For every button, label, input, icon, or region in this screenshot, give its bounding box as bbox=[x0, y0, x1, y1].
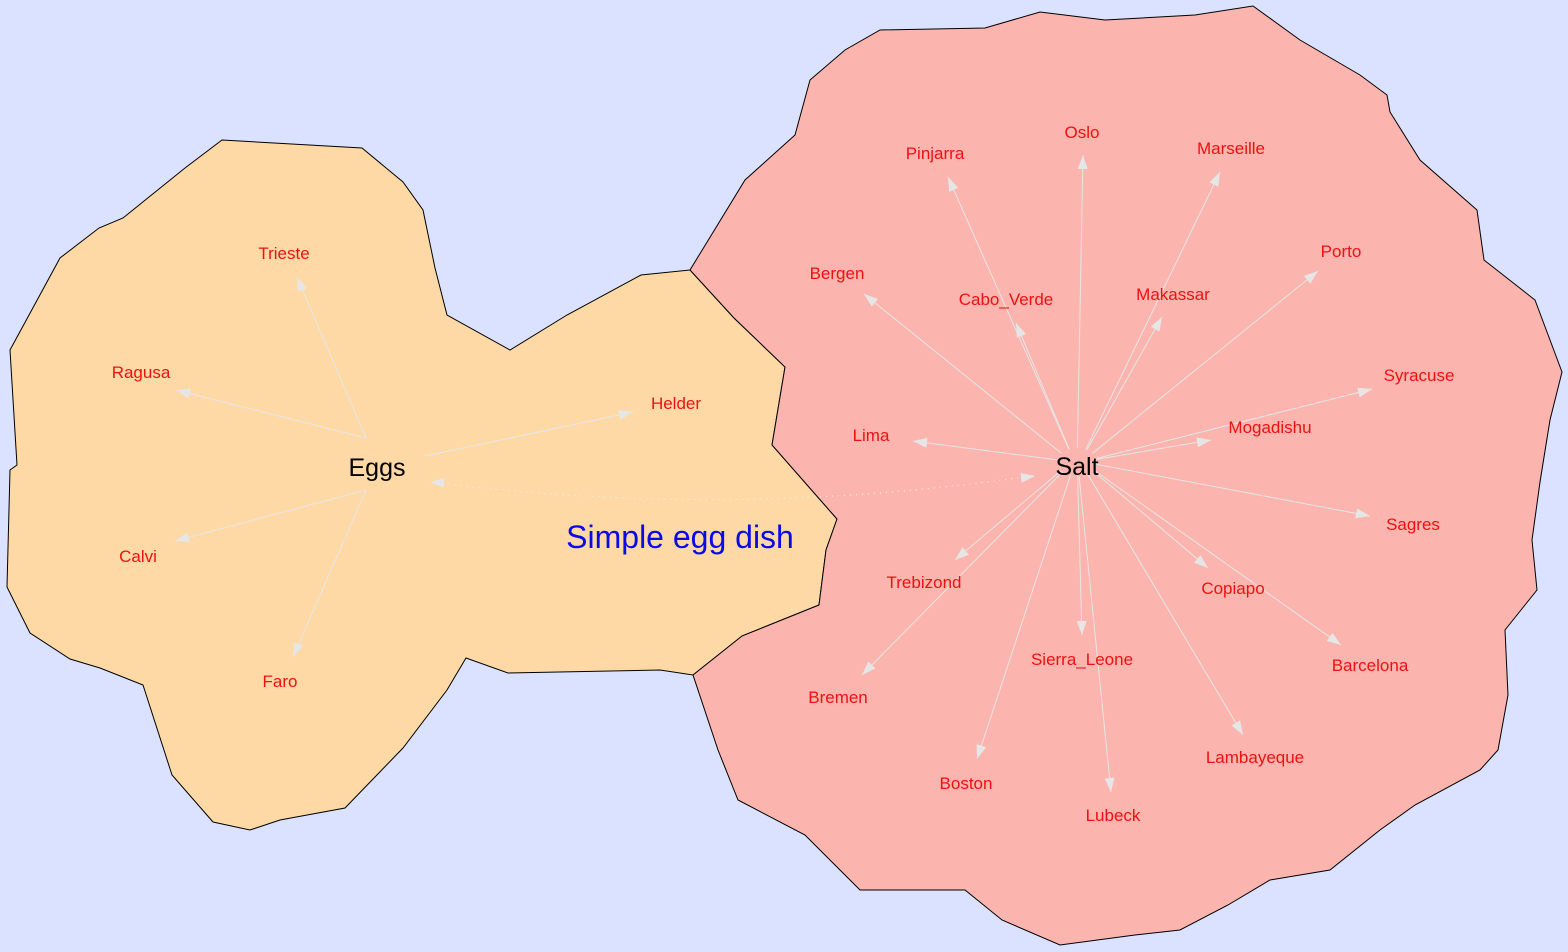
edge-salt-copiapo bbox=[1092, 470, 1209, 569]
edge-salt-barcelona bbox=[1093, 469, 1342, 646]
node-label-bremen: Bremen bbox=[808, 688, 868, 707]
edge-salt-syracuse bbox=[1096, 388, 1373, 459]
node-label-trieste: Trieste bbox=[258, 244, 309, 263]
arrowhead-barcelona bbox=[1326, 632, 1341, 645]
arrowhead-boston bbox=[976, 744, 987, 759]
arrowhead-pinjarra bbox=[948, 177, 959, 192]
node-label-barcelona: Barcelona bbox=[1332, 656, 1409, 675]
cross-arrow-salt bbox=[1020, 472, 1035, 483]
node-label-marseille: Marseille bbox=[1197, 139, 1265, 158]
node-label-trebizond: Trebizond bbox=[887, 573, 962, 592]
edge-salt-bremen bbox=[861, 471, 1064, 676]
arrowhead-oslo bbox=[1077, 155, 1088, 170]
eggs-region bbox=[6, 139, 838, 831]
arrowhead-ragusa bbox=[176, 388, 191, 399]
edge-salt-pinjarra bbox=[947, 176, 1070, 450]
arrowhead-bremen bbox=[862, 661, 876, 675]
node-label-cabo_verde: Cabo_Verde bbox=[959, 290, 1054, 309]
edge-eggs-helder bbox=[424, 411, 634, 457]
node-label-boston: Boston bbox=[940, 774, 993, 793]
arrowhead-lima bbox=[913, 437, 928, 448]
arrowhead-porto bbox=[1303, 271, 1318, 284]
node-label-oslo: Oslo bbox=[1065, 123, 1100, 142]
arrowhead-sierra_leone bbox=[1076, 620, 1087, 635]
node-label-copiapo: Copiapo bbox=[1201, 579, 1264, 598]
node-label-lubeck: Lubeck bbox=[1086, 806, 1141, 825]
arrowhead-copiapo bbox=[1194, 555, 1208, 568]
node-label-sierra_leone: Sierra_Leone bbox=[1031, 650, 1133, 669]
arrowhead-trebizond bbox=[955, 547, 969, 560]
arrowhead-faro bbox=[293, 642, 304, 657]
node-label-porto: Porto bbox=[1321, 242, 1362, 261]
arrowhead-calvi bbox=[175, 532, 190, 543]
arrowhead-bergen bbox=[864, 294, 879, 307]
node-label-pinjarra: Pinjarra bbox=[906, 144, 965, 163]
node-label-calvi: Calvi bbox=[119, 547, 157, 566]
node-label-syracuse: Syracuse bbox=[1384, 366, 1455, 385]
cross-arrow-eggs bbox=[430, 477, 445, 488]
node-label-makassar: Makassar bbox=[1136, 285, 1210, 304]
node-label-faro: Faro bbox=[263, 672, 298, 691]
edge-salt-boston bbox=[976, 475, 1072, 760]
salt-region bbox=[689, 5, 1563, 946]
arrowhead-marseille bbox=[1209, 172, 1220, 187]
node-label-helder: Helder bbox=[651, 394, 701, 413]
edge-salt-marseille bbox=[1085, 171, 1221, 450]
edge-salt-sierra_leone bbox=[1077, 475, 1083, 636]
node-label-sagres: Sagres bbox=[1386, 515, 1440, 534]
edge-eggs-calvi bbox=[174, 489, 367, 542]
node-label-bergen: Bergen bbox=[810, 264, 865, 283]
edge-salt-bergen bbox=[863, 293, 1062, 454]
edge-salt-oslo bbox=[1076, 154, 1084, 449]
node-label-lambayeque: Lambayeque bbox=[1206, 748, 1304, 767]
node-label-mogadishu: Mogadishu bbox=[1228, 418, 1311, 437]
caption-label: Simple egg dish bbox=[566, 519, 794, 555]
edge-salt-lima bbox=[912, 440, 1058, 461]
arrowhead-helder bbox=[618, 410, 633, 420]
arrowhead-syracuse bbox=[1357, 387, 1372, 398]
edge-salt-mogadishu bbox=[1096, 439, 1212, 460]
edge-salt-lubeck bbox=[1078, 475, 1112, 793]
edge-eggs-faro bbox=[292, 489, 367, 658]
node-label-lima: Lima bbox=[853, 426, 890, 445]
edge-salt-lambayeque bbox=[1087, 473, 1244, 736]
edge-salt-trebizond bbox=[954, 470, 1062, 561]
hub-label-salt: Salt bbox=[1055, 453, 1098, 481]
edge-salt-makassar bbox=[1086, 316, 1163, 451]
arrowhead-sagres bbox=[1355, 508, 1370, 519]
arrowhead-cabo_verde bbox=[1016, 323, 1027, 338]
node-label-ragusa: Ragusa bbox=[112, 363, 171, 382]
edge-salt-porto bbox=[1092, 270, 1319, 454]
arrowhead-mogadishu bbox=[1196, 437, 1211, 448]
arrowhead-lambayeque bbox=[1231, 720, 1243, 735]
labels-layer: Eggs Trieste Ragusa Calvi Faro Helder Salt Pinj… bbox=[112, 123, 1455, 825]
arrowhead-makassar bbox=[1150, 317, 1162, 332]
edge-salt-cabo_verde bbox=[1015, 322, 1070, 450]
edges-layer bbox=[174, 154, 1373, 793]
hub-label-eggs: Eggs bbox=[349, 454, 406, 482]
edge-eggs-ragusa bbox=[175, 389, 367, 439]
arrowhead-lubeck bbox=[1104, 777, 1115, 792]
edge-eggs-trieste bbox=[296, 276, 367, 439]
edge-salt-sagres bbox=[1096, 463, 1371, 517]
cross-link-salt-eggs bbox=[431, 475, 1031, 501]
arrowhead-trieste bbox=[297, 277, 308, 292]
